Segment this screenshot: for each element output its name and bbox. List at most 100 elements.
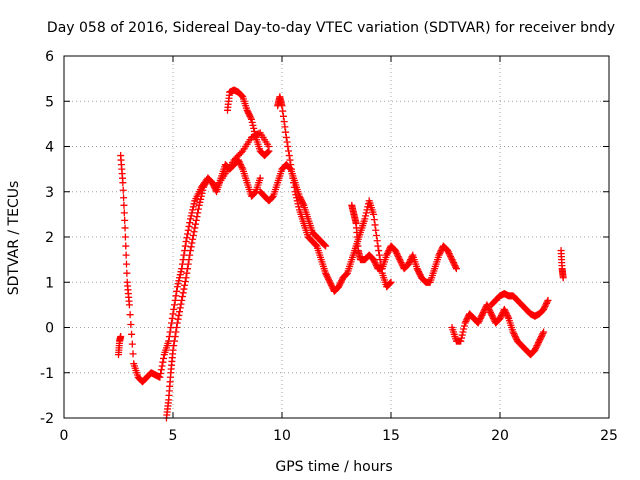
- data-point: [447, 253, 455, 261]
- data-point: [532, 343, 540, 351]
- y-tick-label: 1: [45, 275, 54, 291]
- data-point: [322, 242, 330, 250]
- data-point: [323, 272, 331, 280]
- data-point: [415, 269, 423, 277]
- data-point: [122, 242, 130, 250]
- plot-frame: [63, 55, 610, 419]
- data-point: [181, 277, 189, 285]
- data-point: [385, 247, 393, 255]
- data-point: [247, 115, 255, 123]
- data-point: [503, 310, 511, 318]
- data-point: [497, 313, 505, 321]
- data-point: [392, 248, 400, 256]
- data-point: [244, 108, 252, 116]
- data-point: [489, 314, 497, 322]
- data-point: [322, 271, 330, 279]
- data-point: [297, 195, 305, 203]
- data-point: [534, 340, 542, 348]
- data-point: [247, 114, 255, 122]
- data-point: [370, 216, 378, 224]
- data-point: [474, 319, 482, 327]
- data-point: [446, 251, 454, 259]
- data-point: [559, 274, 567, 282]
- data-point: [282, 128, 290, 136]
- data-point: [531, 346, 539, 354]
- data-point: [320, 241, 328, 249]
- data-point: [397, 259, 405, 267]
- data-point: [540, 305, 548, 313]
- data-point: [183, 269, 191, 277]
- x-tick-label: 5: [169, 428, 178, 444]
- data-point: [178, 296, 186, 304]
- data-point: [121, 233, 129, 241]
- data-point: [384, 248, 392, 256]
- data-point: [265, 147, 273, 155]
- series-trace-f: [256, 161, 330, 250]
- data-point: [194, 205, 202, 213]
- data-point: [158, 362, 166, 370]
- data-point: [286, 156, 294, 164]
- data-point: [536, 336, 544, 344]
- data-point: [447, 254, 455, 262]
- data-point: [175, 311, 183, 319]
- data-point: [250, 124, 258, 132]
- data-point: [210, 182, 218, 190]
- data-point: [510, 330, 518, 338]
- data-point: [463, 316, 471, 324]
- data-point: [372, 260, 380, 268]
- data-point: [343, 270, 351, 278]
- data-point: [177, 300, 185, 308]
- data-point: [437, 247, 445, 255]
- data-point: [435, 251, 443, 259]
- data-point: [182, 238, 190, 246]
- data-point: [375, 247, 383, 255]
- series-trace-d: [224, 86, 273, 160]
- data-point: [485, 305, 493, 313]
- data-point: [322, 269, 330, 277]
- data-point: [186, 215, 194, 223]
- data-point: [127, 320, 135, 328]
- data-point: [175, 277, 183, 285]
- data-point: [512, 334, 520, 342]
- data-point: [539, 330, 547, 338]
- data-point: [296, 194, 304, 202]
- data-point: [197, 192, 205, 200]
- data-point: [311, 241, 319, 249]
- data-point: [501, 307, 509, 315]
- data-point: [196, 198, 204, 206]
- data-point: [327, 280, 335, 288]
- data-point: [198, 189, 206, 197]
- data-point: [191, 224, 199, 232]
- data-point: [335, 281, 343, 289]
- data-point: [172, 328, 180, 336]
- data-point: [404, 260, 412, 268]
- data-point: [168, 314, 176, 322]
- data-point: [186, 219, 194, 227]
- data-point: [286, 164, 294, 172]
- data-point: [295, 203, 303, 211]
- data-point: [184, 260, 192, 268]
- data-point: [195, 201, 203, 209]
- data-point: [325, 275, 333, 283]
- data-point: [250, 127, 258, 135]
- data-point: [414, 266, 422, 274]
- y-tick-label: -1: [40, 366, 54, 382]
- data-point: [177, 268, 185, 276]
- data-point: [187, 212, 195, 220]
- data-point: [488, 311, 496, 319]
- data-point: [160, 354, 168, 362]
- data-point: [285, 152, 293, 160]
- data-point: [120, 194, 128, 202]
- data-point: [176, 274, 184, 282]
- data-point: [199, 186, 207, 194]
- data-point: [544, 296, 552, 304]
- data-point: [172, 292, 180, 300]
- data-point: [396, 256, 404, 264]
- data-point: [238, 92, 246, 100]
- data-point: [452, 263, 460, 271]
- x-tick-label: 10: [273, 428, 291, 444]
- data-point: [295, 192, 303, 200]
- data-point: [476, 314, 484, 322]
- data-point: [263, 149, 271, 157]
